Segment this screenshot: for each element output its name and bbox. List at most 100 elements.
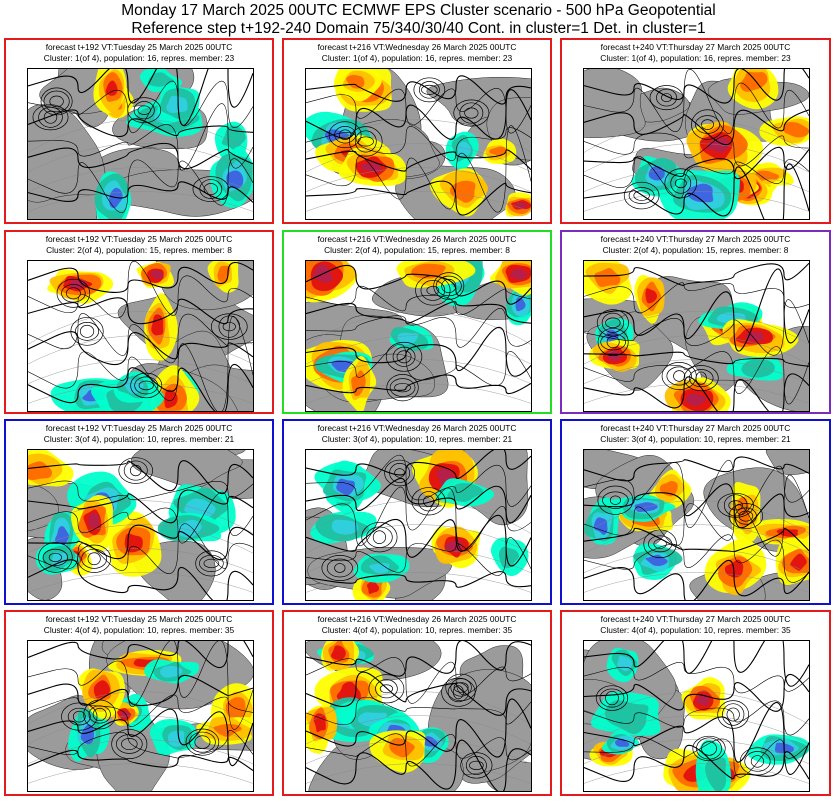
map-canvas [584, 69, 809, 219]
map-panel-cluster2-t240[interactable]: forecast t+240 VT:Thursday 27 March 2025… [560, 230, 831, 414]
geopotential-contours [306, 450, 531, 588]
map-canvas [306, 641, 531, 791]
geopotential-contours [306, 264, 531, 402]
negative-anomaly [209, 146, 253, 208]
map-panel-cluster1-t192[interactable]: forecast t+192 VT:Tuesday 25 March 2025 … [4, 38, 274, 224]
panel-title: forecast t+192 VT:Tuesday 25 March 2025 … [43, 423, 235, 444]
positive-anomaly [396, 261, 476, 288]
geopotential-map [305, 449, 532, 601]
positive-anomaly [775, 537, 809, 586]
geopotential-map [583, 260, 810, 412]
map-panel-cluster4-t240[interactable]: forecast t+240 VT:Thursday 27 March 2025… [560, 610, 831, 796]
geopotential-map [583, 640, 810, 792]
panel-title: forecast t+216 VT:Wednesday 26 March 202… [317, 614, 517, 635]
geopotential-map [305, 640, 532, 792]
negative-anomaly [389, 325, 434, 351]
negative-anomaly [353, 553, 410, 583]
geopotential-map [583, 449, 810, 601]
graticule [584, 119, 809, 212]
map-panel-cluster1-t216[interactable]: forecast t+216 VT:Wednesday 26 March 202… [282, 38, 552, 224]
geopotential-map [305, 68, 532, 220]
positive-anomaly [634, 274, 665, 324]
map-canvas [584, 450, 809, 600]
geopotential-contours [584, 456, 809, 600]
map-panel-cluster2-t216[interactable]: forecast t+216 VT:Wednesday 26 March 202… [282, 230, 552, 414]
negative-anomaly [408, 727, 449, 764]
positive-anomaly [144, 293, 178, 362]
map-panel-cluster2-t192[interactable]: forecast t+192 VT:Tuesday 25 March 2025 … [4, 230, 274, 414]
geopotential-contours [28, 641, 253, 772]
panel-title: forecast t+192 VT:Tuesday 25 March 2025 … [43, 42, 235, 63]
map-canvas [584, 261, 809, 411]
negative-anomaly [601, 732, 640, 755]
geopotential-map [27, 68, 254, 220]
map-canvas [306, 261, 531, 411]
positive-anomaly [342, 356, 377, 411]
map-panel-cluster3-t192[interactable]: forecast t+192 VT:Tuesday 25 March 2025 … [4, 419, 274, 605]
panel-title: forecast t+216 VT:Wednesday 26 March 202… [317, 423, 517, 444]
panel-title: forecast t+240 VT:Thursday 27 March 2025… [600, 614, 791, 635]
graticule [584, 311, 809, 404]
positive-anomaly [489, 261, 531, 296]
panel-title: forecast t+216 VT:Wednesday 26 March 202… [317, 234, 517, 255]
map-canvas [584, 641, 809, 791]
map-panel-cluster3-t240[interactable]: forecast t+240 VT:Thursday 27 March 2025… [560, 419, 831, 605]
positive-anomaly [136, 261, 175, 288]
geopotential-contours [584, 262, 809, 411]
positive-anomaly [505, 192, 531, 217]
geopotential-contours [28, 457, 253, 600]
graticule [584, 500, 809, 593]
geopotential-map [305, 260, 532, 412]
positive-anomaly [333, 69, 382, 102]
panel-title: forecast t+216 VT:Wednesday 26 March 202… [317, 42, 517, 63]
positive-anomaly [584, 261, 632, 305]
positive-anomaly [704, 539, 767, 596]
map-canvas [28, 69, 253, 219]
negative-anomaly [695, 739, 731, 791]
geopotential-map [27, 449, 254, 601]
geopotential-map [27, 640, 254, 792]
panel-title: forecast t+240 VT:Thursday 27 March 2025… [600, 423, 791, 444]
graticule [306, 119, 531, 212]
geopotential-contours [584, 641, 809, 783]
geopotential-contours [584, 69, 809, 219]
graticule [28, 119, 253, 212]
positive-anomaly [207, 261, 239, 293]
map-canvas [28, 261, 253, 411]
positive-anomaly [306, 261, 358, 303]
map-panel-cluster3-t216[interactable]: forecast t+216 VT:Wednesday 26 March 202… [282, 419, 552, 605]
negative-anomaly [658, 170, 740, 219]
page-title: Monday 17 March 2025 00UTC ECMWF EPS Clu… [121, 2, 716, 19]
panel-title: forecast t+240 VT:Thursday 27 March 2025… [600, 234, 791, 255]
map-canvas [28, 641, 253, 791]
panel-title: forecast t+240 VT:Thursday 27 March 2025… [600, 42, 791, 63]
map-canvas [28, 450, 253, 600]
negative-anomaly [94, 171, 132, 219]
negative-anomaly [149, 718, 197, 756]
map-panel-cluster4-t216[interactable]: forecast t+216 VT:Wednesday 26 March 202… [282, 610, 552, 796]
negative-anomaly [314, 461, 381, 503]
positive-anomaly [429, 168, 488, 217]
negative-anomaly [590, 691, 661, 736]
page-subtitle: Reference step t+192-240 Domain 75/340/3… [131, 20, 706, 37]
graticule [28, 311, 253, 404]
positive-anomaly [681, 676, 726, 720]
geopotential-contours [306, 75, 531, 216]
panel-title: forecast t+192 VT:Tuesday 25 March 2025 … [43, 614, 235, 635]
negative-anomaly [144, 659, 200, 684]
graticule [28, 500, 253, 593]
positive-anomaly [306, 705, 338, 754]
map-canvas [306, 450, 531, 600]
negative-anomaly [631, 156, 684, 197]
graticule [306, 311, 531, 404]
geopotential-contours [28, 261, 253, 411]
positive-anomaly [338, 147, 407, 187]
map-canvas [306, 69, 531, 219]
map-panel-cluster4-t192[interactable]: forecast t+192 VT:Tuesday 25 March 2025 … [4, 610, 274, 796]
negative-anomaly [435, 478, 495, 507]
negative-anomaly [584, 497, 620, 545]
panel-title: forecast t+192 VT:Tuesday 25 March 2025 … [45, 234, 233, 255]
geopotential-map [583, 68, 810, 220]
geopotential-map [27, 260, 254, 412]
map-panel-cluster1-t240[interactable]: forecast t+240 VT:Thursday 27 March 2025… [560, 38, 831, 224]
